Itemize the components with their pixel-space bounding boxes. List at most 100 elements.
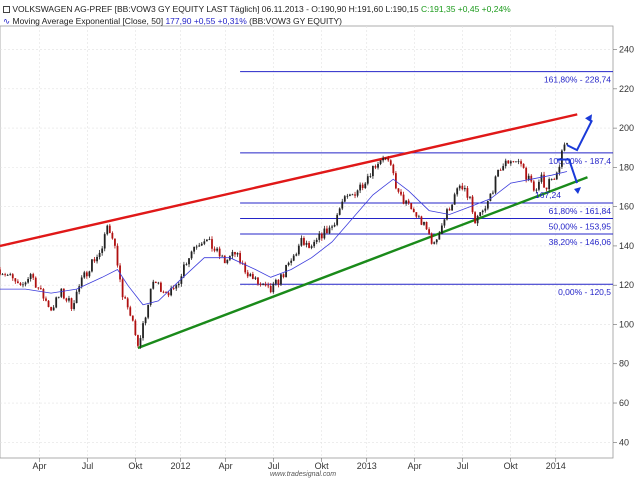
price-bar-body — [430, 233, 433, 244]
price-bar-body — [341, 201, 344, 209]
price-bar-body — [188, 258, 190, 265]
y-tick-label: 220 — [619, 84, 634, 94]
price-bar-body — [407, 200, 410, 204]
price-bar-body — [152, 281, 155, 289]
ema-name: Moving Average Exponential [Close, 50] — [12, 16, 164, 26]
price-bar-body — [32, 274, 35, 278]
price-bar-body — [389, 160, 392, 165]
price-bar-body — [246, 272, 249, 277]
resistance-trendline — [0, 113, 578, 248]
price-bar-body — [300, 238, 303, 246]
y-tick-label: 60 — [619, 398, 629, 408]
price-bar-body — [540, 174, 543, 182]
price-bar-body — [392, 164, 395, 174]
price-bar-body — [126, 298, 129, 308]
price-bar-body — [520, 161, 522, 164]
price-bar-body — [366, 176, 369, 184]
price-bar-body — [170, 287, 173, 296]
price-bar-body — [361, 184, 364, 188]
price-bar-body — [244, 263, 247, 273]
price-bar-body — [226, 259, 229, 264]
y-tick-label: 180 — [619, 162, 634, 172]
price-bar-body — [338, 208, 341, 215]
price-bar-body — [121, 279, 124, 298]
ema-symbol: (BB:VOW3 GY EQUITY) — [249, 16, 343, 26]
x-tick-label: Okt — [504, 461, 519, 471]
x-tick-label: Okt — [128, 461, 143, 471]
x-tick-label: 2012 — [171, 461, 191, 471]
price-bar-body — [75, 291, 78, 304]
price-bar-body — [172, 287, 175, 289]
price-bar-body — [558, 166, 561, 173]
price-bar-body — [198, 245, 201, 247]
price-bar-body — [70, 298, 73, 309]
price-bar-body — [19, 283, 22, 285]
price-bar-body — [149, 288, 152, 305]
price-bar-body — [287, 262, 290, 266]
price-bar-body — [162, 291, 165, 293]
price-bar-body — [499, 169, 502, 171]
price-bar-body — [139, 338, 142, 346]
price-bar-body — [318, 233, 321, 240]
price-bar-body — [351, 194, 354, 196]
price-bar-body — [290, 260, 293, 263]
price-bar-body — [474, 212, 476, 224]
price-bar-body — [428, 229, 430, 234]
price-bar-body — [328, 227, 331, 234]
price-bar-body — [530, 175, 533, 182]
price-bar-body — [236, 253, 239, 255]
price-bar-body — [11, 274, 14, 279]
price-bar-body — [305, 242, 308, 245]
price-bar-body — [0, 269, 1, 275]
x-tick-label: Okt — [315, 461, 330, 471]
price-bar-body — [91, 259, 93, 272]
price-bar-body — [45, 298, 47, 301]
price-bar-body — [68, 298, 70, 301]
price-bar-body — [218, 248, 221, 257]
up-arrow-line — [566, 119, 593, 152]
price-bar-body — [239, 253, 241, 264]
price-bar-body — [372, 165, 374, 177]
fib-level-label: 50,00% - 153,95 — [549, 222, 612, 232]
x-tick-label: Jul — [82, 461, 94, 471]
y-tick-label: 240 — [619, 45, 634, 55]
price-bar-body — [267, 285, 270, 287]
y-axis-ticks: 40 60 80 100 120 140 160 180 200 220 240 — [613, 45, 634, 447]
price-bar-body — [486, 200, 489, 209]
price-bar-body — [320, 233, 323, 239]
trendlines — [0, 113, 588, 350]
header-line-1: VOLKSWAGEN AG-PREF [BB:VOW3 GY EQUITY LA… — [3, 3, 511, 15]
y-tick-label: 120 — [619, 280, 634, 290]
price-bar-body — [466, 188, 469, 198]
price-bar-body — [6, 274, 9, 276]
price-bar-body — [27, 278, 29, 283]
price-bar-body — [254, 277, 257, 279]
price-bar-body — [543, 174, 545, 188]
price-bar-body — [60, 288, 63, 297]
price-bar-body — [492, 192, 494, 194]
price-bar-body — [356, 190, 359, 196]
price-bar-body — [310, 246, 313, 248]
ema-value: 177,90 +0,55 +0,31% — [165, 16, 247, 26]
instrument-change: C:191,35 +0,45 +0,24% — [420, 4, 511, 14]
fib-level-label: 61,80% - 161,84 — [549, 206, 612, 216]
x-tick-label: Jul — [268, 461, 280, 471]
price-bar-body — [14, 278, 17, 282]
green-trend-label: 167,24 — [535, 190, 561, 200]
price-bar-body — [83, 272, 86, 278]
price-bar-body — [47, 300, 50, 307]
y-tick-label: 100 — [619, 319, 634, 329]
price-bar-body — [292, 255, 295, 261]
price-bar-body — [165, 292, 167, 293]
price-bar-body — [205, 239, 208, 242]
price-bar-body — [262, 284, 264, 285]
price-bar-body — [440, 225, 443, 234]
instrument-meta: [BB:VOW3 GY EQUITY LAST Täglich] 06.11.2… — [114, 4, 419, 14]
price-bar-body — [108, 225, 111, 233]
y-tick-label: 160 — [619, 202, 634, 212]
price-bar-body — [98, 252, 101, 257]
price-bar-body — [308, 242, 310, 248]
price-bar-body — [78, 286, 81, 292]
y-tick-label: 40 — [619, 437, 629, 447]
